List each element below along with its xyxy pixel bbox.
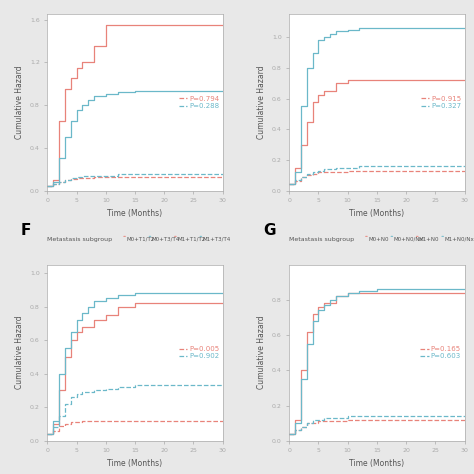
Text: M1+T3/T4: M1+T3/T4 bbox=[202, 237, 231, 242]
Text: F: F bbox=[21, 223, 31, 238]
Y-axis label: Cumulative Hazard: Cumulative Hazard bbox=[15, 65, 24, 139]
Y-axis label: Cumulative Hazard: Cumulative Hazard bbox=[257, 316, 266, 390]
Text: M0+N0/Nx: M0+N0/Nx bbox=[393, 237, 423, 242]
Text: M0+T3/T4: M0+T3/T4 bbox=[152, 237, 180, 242]
Text: Metastasis subgroup: Metastasis subgroup bbox=[289, 237, 355, 242]
X-axis label: Time (Months): Time (Months) bbox=[349, 209, 404, 218]
Legend: P=0.165, P=0.603: P=0.165, P=0.603 bbox=[420, 346, 461, 359]
Text: Metastasis subgroup: Metastasis subgroup bbox=[47, 237, 112, 242]
Y-axis label: Cumulative Hazard: Cumulative Hazard bbox=[257, 65, 266, 139]
X-axis label: Time (Months): Time (Months) bbox=[108, 209, 163, 218]
Text: M1+T1/T2: M1+T1/T2 bbox=[177, 237, 205, 242]
Text: M1+N0/Nx: M1+N0/Nx bbox=[444, 237, 474, 242]
Text: M1+N0: M1+N0 bbox=[419, 237, 439, 242]
X-axis label: Time (Months): Time (Months) bbox=[108, 459, 163, 468]
X-axis label: Time (Months): Time (Months) bbox=[349, 459, 404, 468]
Y-axis label: Cumulative Hazard: Cumulative Hazard bbox=[15, 316, 24, 390]
Legend: P=0.005, P=0.902: P=0.005, P=0.902 bbox=[179, 346, 219, 359]
Legend: P=0.915, P=0.327: P=0.915, P=0.327 bbox=[420, 96, 461, 109]
Legend: P=0.794, P=0.288: P=0.794, P=0.288 bbox=[179, 96, 219, 109]
Text: M0+T1/T2: M0+T1/T2 bbox=[126, 237, 155, 242]
Text: M0+N0: M0+N0 bbox=[368, 237, 389, 242]
Text: G: G bbox=[263, 223, 275, 238]
